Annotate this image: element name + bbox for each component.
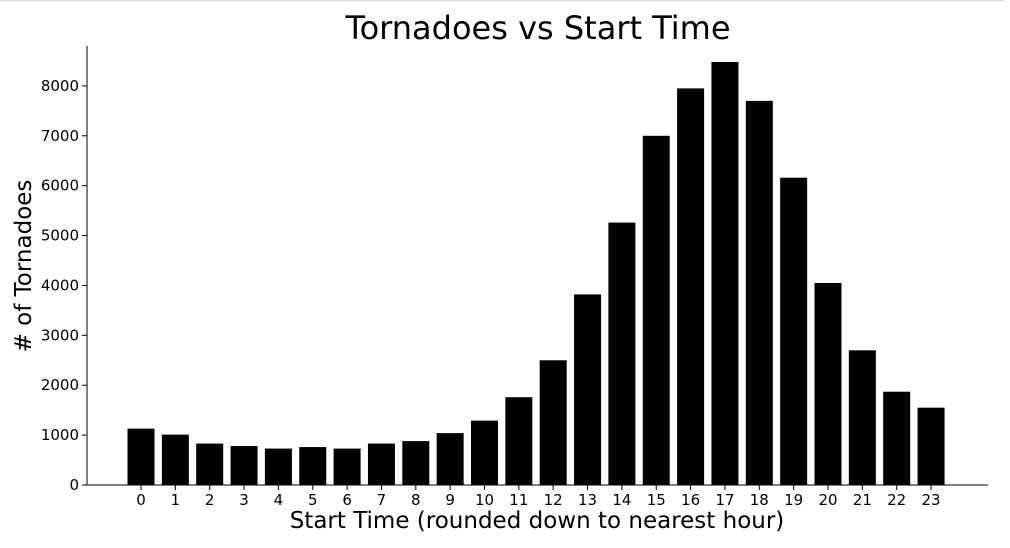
- bar-hour-23: [917, 407, 945, 485]
- bar-hour-15: [642, 135, 670, 486]
- y-tick-label: 6000: [41, 177, 79, 195]
- bar-hour-16: [677, 88, 705, 486]
- x-tick-label: 3: [239, 491, 249, 509]
- y-tick-label: 1000: [41, 426, 79, 444]
- bar-hour-2: [196, 443, 224, 485]
- bar-hour-7: [367, 443, 395, 485]
- bar-hour-17: [711, 61, 739, 486]
- x-tick-label: 9: [445, 491, 455, 509]
- bar-hour-6: [333, 448, 361, 485]
- x-tick-label: 20: [818, 491, 837, 509]
- bar-hour-5: [299, 447, 327, 485]
- bar-hour-3: [230, 446, 258, 485]
- x-tick-label: 22: [887, 491, 906, 509]
- x-tick-label: 13: [578, 491, 597, 509]
- y-tick-label: 5000: [41, 227, 79, 245]
- x-axis-label: Start Time (rounded down to nearest hour…: [290, 508, 785, 534]
- x-tick-label: 5: [308, 491, 318, 509]
- x-tick-label: 11: [509, 491, 528, 509]
- y-tick-label: 0: [69, 476, 79, 494]
- x-tick-label: 2: [205, 491, 215, 509]
- x-tick-label: 10: [475, 491, 494, 509]
- bar-hour-0: [127, 428, 155, 485]
- x-tick-label: 0: [136, 491, 146, 509]
- bar-hour-20: [814, 282, 842, 485]
- y-tick-label: 2000: [41, 376, 79, 394]
- top-border: [0, 0, 1004, 1]
- bar-hour-10: [471, 420, 498, 485]
- y-tick-label: 4000: [41, 276, 79, 294]
- y-tick-label: 7000: [41, 127, 79, 145]
- x-tick-label: 12: [544, 491, 563, 509]
- bars-group: [127, 61, 945, 486]
- x-tick-label: 19: [784, 491, 803, 509]
- x-tick-label: 23: [922, 491, 941, 509]
- bar-hour-21: [848, 350, 876, 485]
- x-ticks-group: 0 1 2 3 4 5 6 7 8 9 10 11 12 13 14 15 16 17 18 19 20 21 22 23: [136, 485, 941, 509]
- y-tick-label: 3000: [41, 326, 79, 344]
- bar-hour-13: [574, 294, 602, 485]
- y-axis-label: # of Tornadoes: [11, 180, 37, 353]
- x-tick-label: 21: [853, 491, 872, 509]
- x-tick-label: 4: [274, 491, 284, 509]
- x-tick-label: 14: [612, 491, 631, 509]
- bar-hour-9: [436, 433, 464, 485]
- x-tick-label: 18: [750, 491, 769, 509]
- x-tick-label: 7: [377, 491, 387, 509]
- bar-hour-19: [780, 177, 808, 485]
- bar-hour-4: [264, 448, 292, 485]
- x-tick-label: 6: [342, 491, 352, 509]
- bar-hour-12: [539, 360, 567, 485]
- x-tick-label: 8: [411, 491, 421, 509]
- chart-title: Tornadoes vs Start Time: [344, 9, 730, 47]
- bar-hour-1: [161, 434, 189, 485]
- x-tick-label: 1: [171, 491, 181, 509]
- y-tick-label: 8000: [41, 77, 79, 95]
- bar-hour-18: [745, 100, 773, 486]
- y-ticks-group: 0 1000 2000 3000 4000 5000 6000 7000 8000: [41, 77, 87, 494]
- bar-hour-14: [608, 222, 636, 485]
- bar-hour-22: [883, 391, 911, 485]
- x-tick-label: 16: [681, 491, 700, 509]
- bar-hour-11: [505, 397, 533, 485]
- x-tick-label: 17: [715, 491, 734, 509]
- bar-hour-8: [402, 441, 430, 485]
- x-tick-label: 15: [647, 491, 666, 509]
